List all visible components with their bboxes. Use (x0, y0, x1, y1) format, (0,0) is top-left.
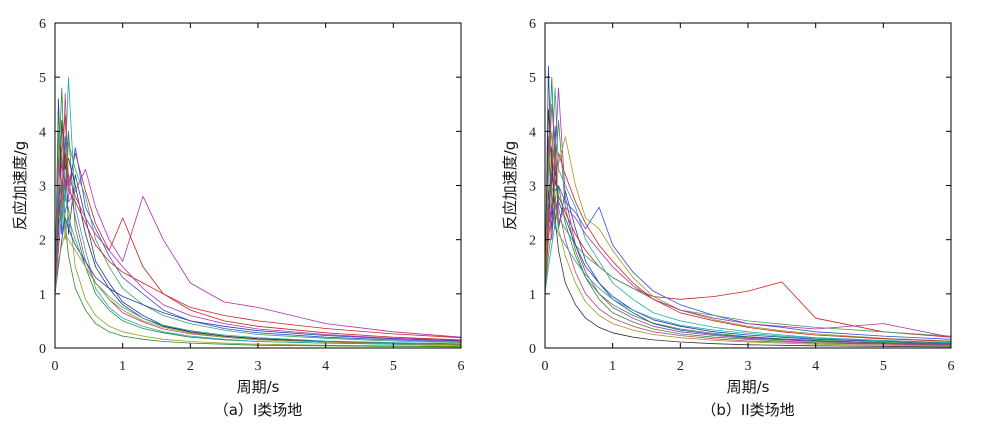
x-tick-label: 3 (255, 359, 262, 374)
plot-frame (54, 22, 462, 349)
series-line-6 (54, 141, 462, 347)
series-line-6 (544, 136, 952, 342)
y-tick-label: 2 (529, 234, 536, 249)
series-line-12 (544, 152, 952, 345)
x-tick-label: 4 (322, 359, 329, 374)
x-tick-label: 0 (542, 359, 549, 374)
y-tick-label: 6 (39, 17, 46, 32)
axis-ticks: 0 1 2 3 4 5 6 0 1 2 3 4 5 6 (529, 17, 955, 374)
y-tick-label: 4 (529, 125, 536, 140)
y-tick-label: 5 (39, 71, 46, 86)
series-line-1 (544, 65, 952, 345)
x-axis-label: 周期/s (727, 378, 770, 396)
x-tick-label: 6 (948, 359, 955, 374)
y-tick-label: 3 (529, 180, 536, 195)
series-line-13 (54, 152, 462, 339)
y-axis-label: 反应加速度/g (501, 141, 519, 231)
y-tick-label: 0 (529, 342, 536, 357)
series-line-8 (544, 174, 952, 340)
chart-panel-site-class-2: 0 1 2 3 4 5 6 0 1 2 3 4 5 6 周期/s 反应加速度/g （b）II类场地 (501, 17, 955, 419)
x-tick-label: 3 (745, 359, 752, 374)
series-line-13 (544, 147, 952, 342)
x-axis-label: 周期/s (237, 378, 280, 396)
series-line-16 (544, 130, 952, 347)
x-tick-label: 6 (458, 359, 465, 374)
x-tick-label: 5 (390, 359, 397, 374)
chart-caption: （b）II类场地 (701, 401, 794, 419)
x-tick-label: 1 (609, 359, 616, 374)
x-tick-label: 4 (812, 359, 819, 374)
chart-caption: （a）I类场地 (214, 401, 303, 419)
series-line-2 (54, 87, 462, 346)
response-spectrum-curves (544, 65, 952, 348)
series-line-14 (544, 222, 952, 343)
y-tick-label: 5 (529, 71, 536, 86)
series-line-15 (544, 195, 952, 338)
series-line-4 (544, 87, 952, 343)
y-axis-label: 反应加速度/g (11, 141, 29, 231)
series-line-12 (54, 114, 462, 348)
series-line-9 (544, 103, 952, 346)
series-line-7 (544, 109, 952, 348)
series-line-2 (544, 76, 952, 346)
series-line-11 (54, 217, 462, 342)
x-tick-label: 2 (677, 359, 684, 374)
series-line-5 (54, 168, 462, 338)
series-line-7 (54, 120, 462, 345)
chart-panel-site-class-1: 0 1 2 3 4 5 6 0 1 2 3 4 5 6 周期/s 反应加速度/g （a）I类场地 (11, 17, 465, 419)
series-line-4 (54, 76, 462, 346)
y-tick-label: 3 (39, 180, 46, 195)
series-line-14 (54, 185, 462, 345)
series-line-15 (54, 163, 462, 341)
y-tick-label: 6 (529, 17, 536, 32)
y-tick-label: 0 (39, 342, 46, 357)
series-line-11 (544, 168, 952, 344)
series-line-16 (54, 233, 462, 346)
response-spectrum-curves (54, 76, 462, 348)
axis-ticks: 0 1 2 3 4 5 6 0 1 2 3 4 5 6 (39, 17, 465, 374)
x-tick-label: 1 (119, 359, 126, 374)
series-line-10 (544, 206, 952, 337)
y-tick-label: 1 (529, 288, 536, 303)
y-tick-label: 1 (39, 288, 46, 303)
x-tick-label: 0 (52, 359, 59, 374)
x-tick-label: 2 (187, 359, 194, 374)
x-tick-label: 5 (880, 359, 887, 374)
y-tick-label: 2 (39, 234, 46, 249)
y-tick-label: 4 (39, 125, 46, 140)
